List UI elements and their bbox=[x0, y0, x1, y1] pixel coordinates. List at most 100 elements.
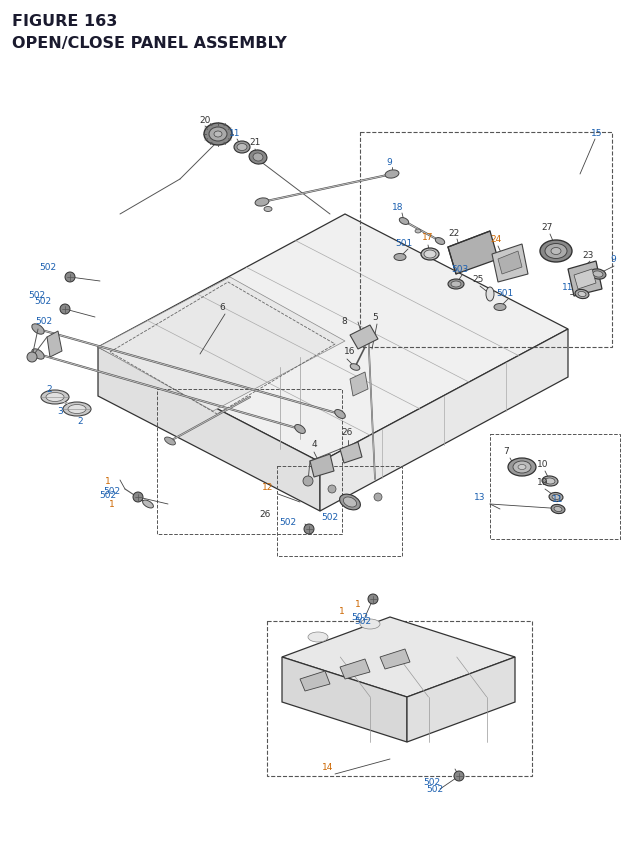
Ellipse shape bbox=[518, 465, 526, 470]
Ellipse shape bbox=[578, 292, 586, 297]
Text: 501: 501 bbox=[396, 238, 413, 247]
Text: 502: 502 bbox=[355, 616, 372, 626]
Text: 9: 9 bbox=[610, 255, 616, 264]
Ellipse shape bbox=[494, 304, 506, 311]
Text: 10: 10 bbox=[537, 460, 548, 469]
Text: 5: 5 bbox=[372, 313, 378, 322]
Ellipse shape bbox=[308, 632, 328, 642]
Polygon shape bbox=[47, 331, 62, 357]
Ellipse shape bbox=[41, 391, 69, 405]
Text: 502: 502 bbox=[35, 297, 52, 307]
Ellipse shape bbox=[551, 505, 565, 514]
Text: 20: 20 bbox=[199, 115, 211, 124]
Ellipse shape bbox=[143, 500, 154, 508]
Ellipse shape bbox=[421, 249, 439, 261]
Text: 11: 11 bbox=[552, 495, 564, 504]
Polygon shape bbox=[498, 251, 522, 275]
Bar bbox=[277, 467, 402, 556]
Polygon shape bbox=[380, 649, 410, 669]
Polygon shape bbox=[340, 443, 362, 463]
Text: 4: 4 bbox=[311, 440, 317, 449]
Text: OPEN/CLOSE PANEL ASSEMBLY: OPEN/CLOSE PANEL ASSEMBLY bbox=[12, 36, 287, 51]
Text: 22: 22 bbox=[449, 228, 460, 238]
Text: 502: 502 bbox=[35, 317, 52, 326]
Ellipse shape bbox=[424, 251, 436, 258]
Circle shape bbox=[65, 273, 75, 282]
Ellipse shape bbox=[68, 405, 86, 414]
Ellipse shape bbox=[255, 199, 269, 207]
Polygon shape bbox=[492, 245, 528, 282]
Polygon shape bbox=[282, 657, 407, 742]
Text: 12: 12 bbox=[262, 483, 274, 492]
Circle shape bbox=[27, 353, 37, 362]
Polygon shape bbox=[282, 617, 515, 697]
Text: 14: 14 bbox=[323, 763, 333, 771]
Polygon shape bbox=[350, 373, 368, 397]
Ellipse shape bbox=[264, 208, 272, 213]
Text: 502: 502 bbox=[40, 263, 56, 272]
Bar bbox=[490, 435, 620, 539]
Ellipse shape bbox=[399, 219, 409, 226]
Ellipse shape bbox=[63, 403, 91, 417]
Ellipse shape bbox=[590, 269, 606, 280]
Polygon shape bbox=[310, 455, 334, 478]
Text: 502: 502 bbox=[424, 777, 440, 787]
Circle shape bbox=[454, 771, 464, 781]
Circle shape bbox=[328, 486, 336, 493]
Polygon shape bbox=[98, 348, 320, 511]
Bar bbox=[267, 622, 532, 776]
Circle shape bbox=[303, 476, 313, 486]
Text: 13: 13 bbox=[474, 493, 486, 502]
Ellipse shape bbox=[435, 238, 445, 245]
Text: 8: 8 bbox=[341, 316, 347, 325]
Ellipse shape bbox=[508, 458, 536, 476]
Ellipse shape bbox=[549, 492, 563, 502]
Text: 3: 3 bbox=[57, 407, 63, 416]
Text: 18: 18 bbox=[392, 202, 404, 211]
Polygon shape bbox=[340, 660, 370, 679]
Text: 502: 502 bbox=[104, 487, 120, 496]
Circle shape bbox=[368, 594, 378, 604]
Ellipse shape bbox=[253, 154, 263, 162]
Ellipse shape bbox=[415, 230, 421, 233]
Text: 2: 2 bbox=[77, 417, 83, 426]
Ellipse shape bbox=[551, 248, 561, 255]
Text: 1: 1 bbox=[109, 500, 115, 509]
Ellipse shape bbox=[545, 245, 567, 259]
Ellipse shape bbox=[164, 437, 175, 445]
Text: 19: 19 bbox=[537, 478, 548, 487]
Text: 6: 6 bbox=[219, 303, 225, 313]
Circle shape bbox=[304, 524, 314, 535]
Text: 502: 502 bbox=[321, 513, 339, 522]
Text: 503: 503 bbox=[451, 264, 468, 273]
Text: 23: 23 bbox=[582, 251, 594, 259]
Polygon shape bbox=[568, 262, 602, 297]
Ellipse shape bbox=[350, 364, 360, 371]
Ellipse shape bbox=[32, 350, 44, 360]
Ellipse shape bbox=[344, 498, 356, 507]
Text: 16: 16 bbox=[344, 347, 356, 356]
Text: 26: 26 bbox=[341, 428, 353, 437]
Polygon shape bbox=[448, 232, 498, 275]
Ellipse shape bbox=[540, 241, 572, 263]
Polygon shape bbox=[320, 330, 568, 511]
Ellipse shape bbox=[294, 425, 305, 434]
Bar bbox=[360, 133, 612, 348]
Text: 21: 21 bbox=[250, 138, 260, 146]
Ellipse shape bbox=[545, 479, 555, 485]
Text: 502: 502 bbox=[351, 613, 369, 622]
Circle shape bbox=[374, 493, 382, 501]
Ellipse shape bbox=[340, 494, 360, 511]
Text: 24: 24 bbox=[490, 235, 502, 245]
Polygon shape bbox=[98, 278, 345, 412]
Ellipse shape bbox=[234, 142, 250, 154]
Text: 2: 2 bbox=[46, 385, 52, 394]
Ellipse shape bbox=[32, 325, 44, 335]
Ellipse shape bbox=[209, 127, 227, 142]
Text: 1: 1 bbox=[355, 600, 361, 609]
Polygon shape bbox=[350, 325, 378, 350]
Ellipse shape bbox=[451, 282, 461, 288]
Polygon shape bbox=[300, 672, 330, 691]
Text: 1: 1 bbox=[339, 607, 345, 616]
Ellipse shape bbox=[513, 461, 531, 474]
